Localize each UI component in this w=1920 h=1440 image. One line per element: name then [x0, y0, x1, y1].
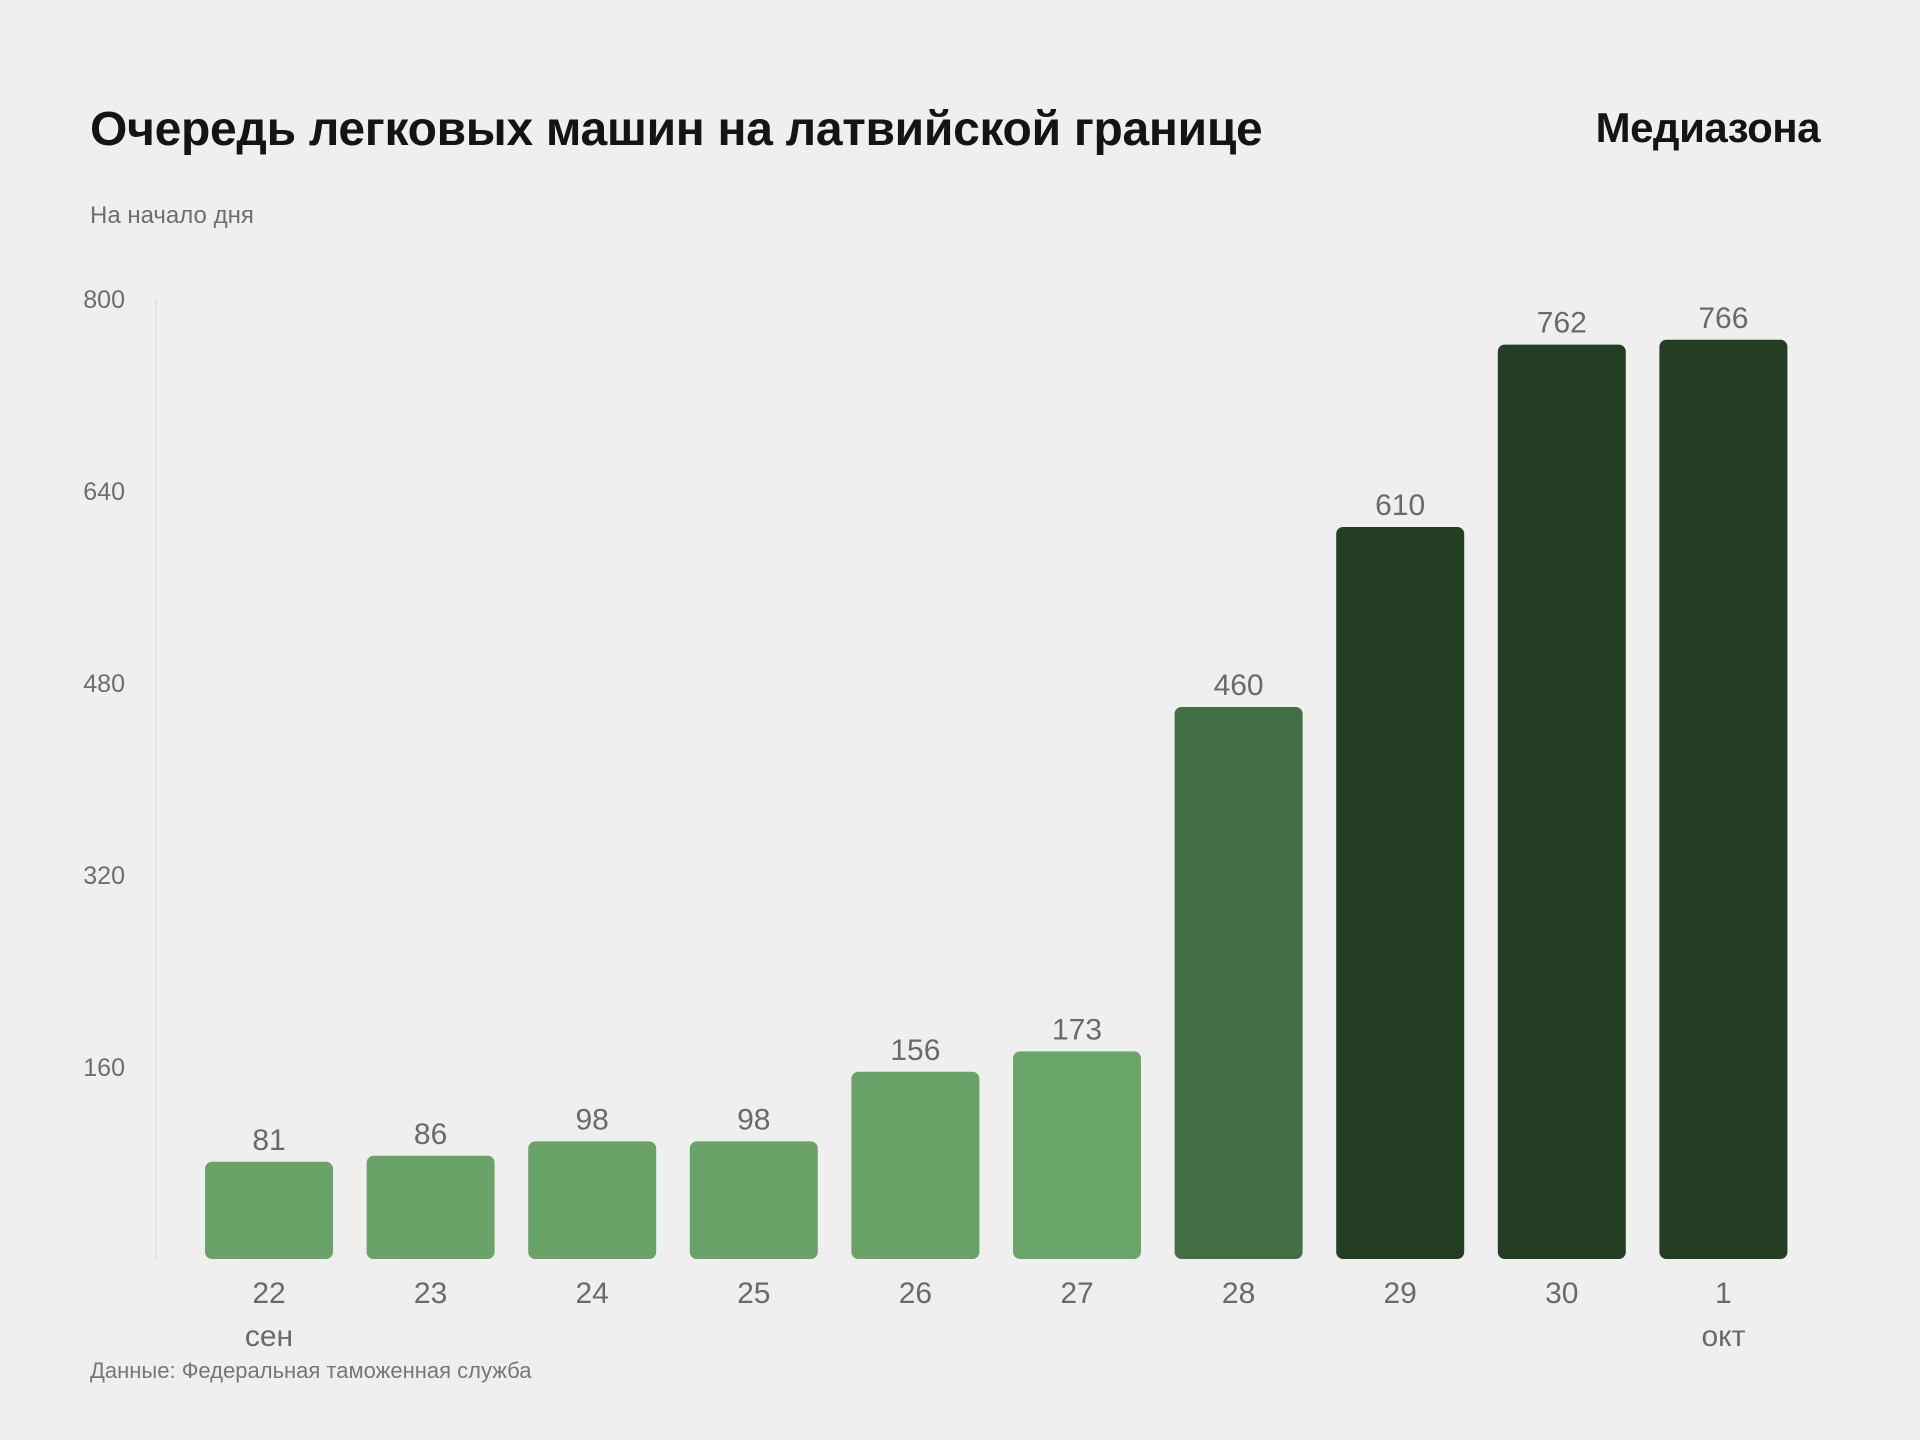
x-tick-label: 22: [252, 1277, 285, 1310]
y-tick-label: 800: [83, 286, 125, 314]
data-label: 86: [414, 1118, 447, 1151]
y-tick-label: 320: [83, 862, 125, 890]
data-label: 173: [1052, 1013, 1102, 1046]
value-labels-group: 81 86 98 98 156 173 460 610 762 766: [252, 302, 1748, 1157]
chart-subtitle: На начало дня: [90, 202, 254, 229]
data-source: Данные: Федеральная таможенная служба: [90, 1358, 532, 1383]
data-label: 98: [576, 1103, 609, 1136]
x-tick-label: 28: [1222, 1277, 1255, 1310]
bars-group: [205, 339, 1788, 1260]
x-tick-label: 24: [576, 1277, 609, 1310]
month-label: сен: [245, 1320, 293, 1353]
x-tick-label: 30: [1545, 1277, 1578, 1310]
x-tick-label: 25: [737, 1277, 770, 1310]
bar-28: [1174, 707, 1303, 1259]
bar-24: [528, 1141, 657, 1259]
bar-22: [205, 1161, 333, 1259]
data-label: 762: [1537, 307, 1587, 340]
data-label: 766: [1698, 302, 1748, 335]
bar-29: [1336, 527, 1465, 1259]
bar-1: [1659, 339, 1788, 1259]
x-tick-label: 26: [899, 1277, 932, 1310]
bar-23: [366, 1155, 495, 1259]
x-tick-label: 27: [1060, 1277, 1093, 1310]
y-tick-label: 640: [83, 478, 125, 506]
x-tick-label: 23: [414, 1277, 447, 1310]
y-axis: 160 320 480 640 800: [83, 286, 157, 1259]
data-label: 81: [252, 1124, 285, 1157]
data-label: 460: [1214, 669, 1264, 702]
publisher-logo: Медиазона: [1595, 104, 1821, 151]
y-tick-label: 160: [83, 1054, 125, 1082]
bar-27: [1013, 1051, 1141, 1259]
bar-25: [689, 1141, 818, 1259]
data-label: 610: [1375, 489, 1425, 522]
x-tick-label: 29: [1384, 1277, 1417, 1310]
month-label: окт: [1701, 1320, 1745, 1353]
x-tick-label: 1: [1715, 1277, 1732, 1310]
data-label: 98: [737, 1103, 770, 1136]
x-axis: 22 23 24 25 26 27 28 29 30 1 сен окт: [245, 1277, 1746, 1353]
chart-title: Очередь легковых машин на латвийской гра…: [90, 103, 1263, 156]
bar-26: [851, 1071, 980, 1259]
y-tick-label: 480: [83, 670, 125, 698]
data-label: 156: [890, 1034, 940, 1067]
bar-30: [1497, 344, 1626, 1260]
